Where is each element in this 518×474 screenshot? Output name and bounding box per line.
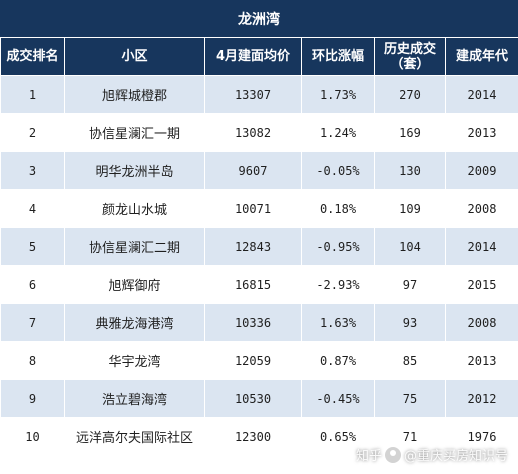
cell-mom-change: -0.95% [301, 227, 375, 266]
cell-history-sales: 130 [374, 151, 446, 190]
cell-avg-price: 10530 [204, 379, 302, 418]
cell-rank: 3 [0, 151, 65, 190]
table-row: 8 华宇龙湾 12059 0.87% 85 2013 [0, 341, 518, 380]
table-row: 4 颜龙山水城 10071 0.18% 109 2008 [0, 189, 518, 228]
header-avg-price: 4月建面均价 [204, 37, 302, 76]
cell-build-year: 2014 [445, 227, 518, 266]
cell-avg-price: 12300 [204, 417, 302, 456]
cell-rank: 7 [0, 303, 65, 342]
cell-mom-change: 1.73% [301, 75, 375, 114]
cell-community: 旭辉御府 [64, 265, 205, 304]
table-row: 6 旭辉御府 16815 -2.93% 97 2015 [0, 265, 518, 304]
cell-history-sales: 270 [374, 75, 446, 114]
table-header-row: 成交排名 小区 4月建面均价 环比涨幅 历史成交（套） 建成年代 [0, 37, 518, 76]
cell-avg-price: 13082 [204, 113, 302, 152]
cell-build-year: 2015 [445, 265, 518, 304]
cell-build-year: 1976 [445, 417, 518, 456]
cell-mom-change: 1.24% [301, 113, 375, 152]
cell-mom-change: -0.05% [301, 151, 375, 190]
cell-build-year: 2008 [445, 303, 518, 342]
cell-build-year: 2013 [445, 341, 518, 380]
cell-mom-change: -2.93% [301, 265, 375, 304]
cell-community: 浩立碧海湾 [64, 379, 205, 418]
cell-rank: 10 [0, 417, 65, 456]
cell-history-sales: 97 [374, 265, 446, 304]
table-row: 7 典雅龙海港湾 10336 1.63% 93 2008 [0, 303, 518, 342]
cell-community: 旭辉城橙郡 [64, 75, 205, 114]
table-title: 龙洲湾 [0, 0, 518, 38]
table-row: 9 浩立碧海湾 10530 -0.45% 75 2012 [0, 379, 518, 418]
zhihu-watermark: 知乎 @重庆买房知识号 [356, 445, 508, 464]
cell-community: 颜龙山水城 [64, 189, 205, 228]
cell-history-sales: 75 [374, 379, 446, 418]
user-avatar-icon [384, 446, 401, 463]
cell-avg-price: 12059 [204, 341, 302, 380]
cell-rank: 6 [0, 265, 65, 304]
table-row: 2 协信星澜汇一期 13082 1.24% 169 2013 [0, 113, 518, 152]
cell-build-year: 2013 [445, 113, 518, 152]
cell-rank: 1 [0, 75, 65, 114]
cell-build-year: 2008 [445, 189, 518, 228]
cell-community: 典雅龙海港湾 [64, 303, 205, 342]
header-rank: 成交排名 [0, 37, 65, 76]
cell-history-sales: 169 [374, 113, 446, 152]
header-history-sales: 历史成交（套） [374, 37, 446, 76]
cell-mom-change: 1.63% [301, 303, 375, 342]
cell-mom-change: 0.87% [301, 341, 375, 380]
watermark-prefix: 知乎 [355, 449, 382, 464]
table-row: 10 远洋高尔夫国际社区 12300 0.65% 71 1976 [0, 417, 518, 456]
cell-build-year: 2012 [445, 379, 518, 418]
header-mom-change: 环比涨幅 [301, 37, 375, 76]
cell-rank: 2 [0, 113, 65, 152]
cell-mom-change: -0.45% [301, 379, 375, 418]
cell-rank: 5 [0, 227, 65, 266]
watermark-account: @重庆买房知识号 [403, 449, 508, 464]
cell-history-sales: 85 [374, 341, 446, 380]
cell-community: 协信星澜汇二期 [64, 227, 205, 266]
ranking-table: 成交排名 小区 4月建面均价 环比涨幅 历史成交（套） 建成年代 1 旭辉城橙郡… [0, 37, 518, 456]
cell-community: 华宇龙湾 [64, 341, 205, 380]
cell-community: 远洋高尔夫国际社区 [64, 417, 205, 456]
table-row: 1 旭辉城橙郡 13307 1.73% 270 2014 [0, 75, 518, 114]
cell-history-sales: 104 [374, 227, 446, 266]
header-build-year: 建成年代 [445, 37, 518, 76]
cell-build-year: 2009 [445, 151, 518, 190]
cell-avg-price: 16815 [204, 265, 302, 304]
cell-avg-price: 13307 [204, 75, 302, 114]
cell-mom-change: 0.18% [301, 189, 375, 228]
cell-avg-price: 10071 [204, 189, 302, 228]
cell-avg-price: 10336 [204, 303, 302, 342]
cell-rank: 8 [0, 341, 65, 380]
cell-build-year: 2014 [445, 75, 518, 114]
cell-community: 协信星澜汇一期 [64, 113, 205, 152]
cell-history-sales: 109 [374, 189, 446, 228]
cell-rank: 9 [0, 379, 65, 418]
cell-rank: 4 [0, 189, 65, 228]
header-community: 小区 [64, 37, 205, 76]
cell-avg-price: 9607 [204, 151, 302, 190]
cell-history-sales: 93 [374, 303, 446, 342]
cell-community: 明华龙洲半岛 [64, 151, 205, 190]
cell-avg-price: 12843 [204, 227, 302, 266]
table-row: 3 明华龙洲半岛 9607 -0.05% 130 2009 [0, 151, 518, 190]
table-row: 5 协信星澜汇二期 12843 -0.95% 104 2014 [0, 227, 518, 266]
